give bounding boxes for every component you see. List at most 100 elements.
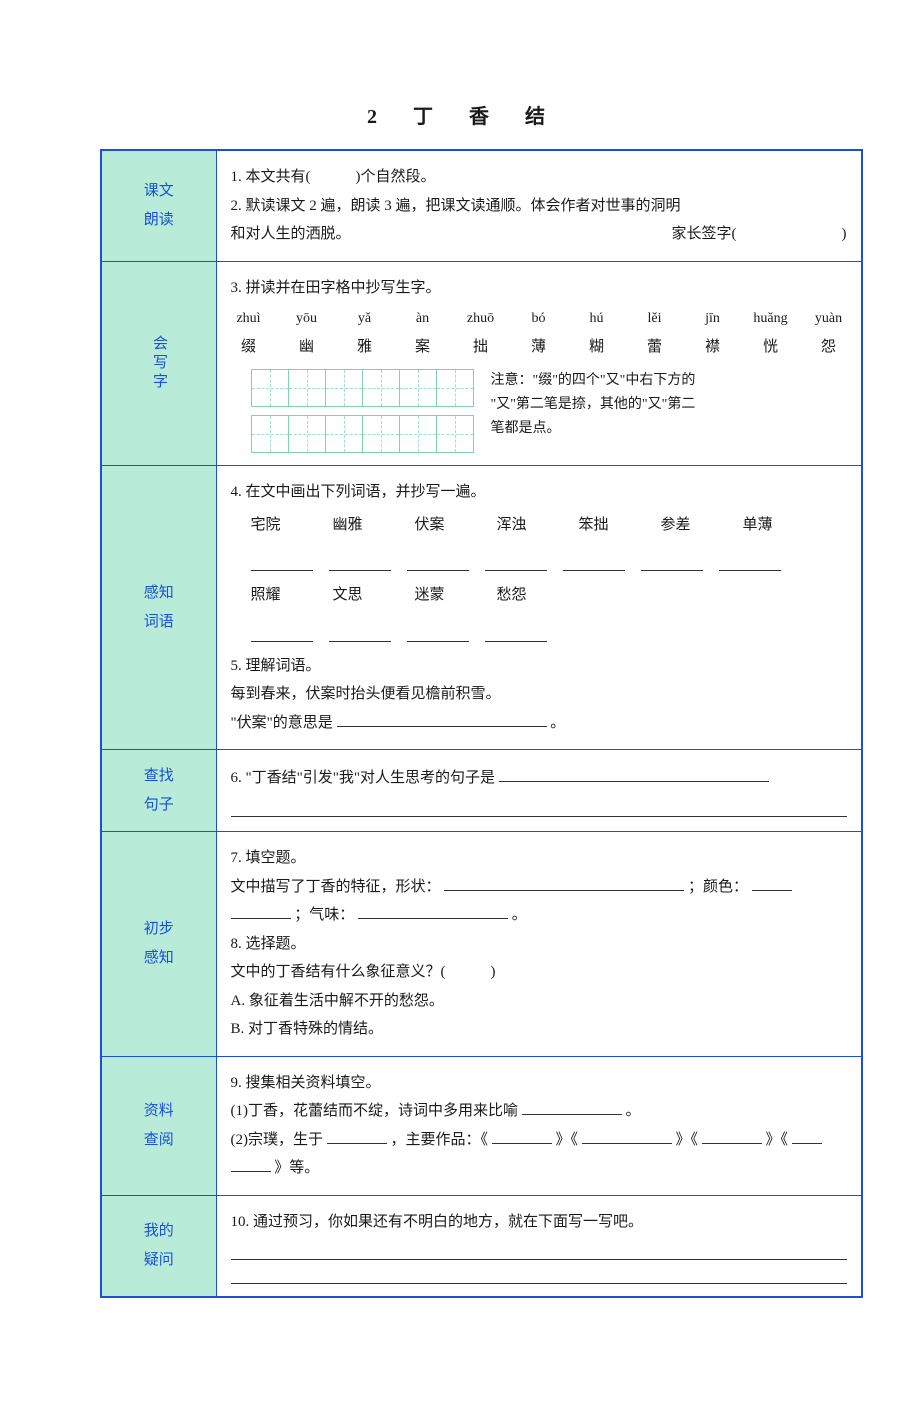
word: 伏案 <box>415 511 497 540</box>
q10: 10. 通过预习，你如果还有不明白的地方，就在下面写一写吧。 <box>231 1208 847 1237</box>
hanzi: 薄 <box>521 333 557 362</box>
table-row: 查找 句子 6. "丁香结"引发"我"对人生思考的句子是 <box>101 750 862 832</box>
section-label-sentence: 查找 句子 <box>101 750 216 832</box>
pinyin: yǎ <box>347 306 383 333</box>
word: 单薄 <box>743 511 825 540</box>
word: 文思 <box>333 581 415 610</box>
section-label-comprehension: 初步 感知 <box>101 832 216 1057</box>
table-row: 初步 感知 7. 填空题。 文中描写了丁香的特征，形状： ；颜色： ；气味： 。… <box>101 832 862 1057</box>
hanzi: 糊 <box>579 333 615 362</box>
blank-line <box>231 799 847 817</box>
hanzi: 蕾 <box>637 333 673 362</box>
hanzi: 拙 <box>463 333 499 362</box>
q7-fill: 文中描写了丁香的特征，形状： ；颜色： <box>231 873 847 902</box>
q8: 8. 选择题。 <box>231 930 847 959</box>
note-line: "又"第二笔是捺，其他的"又"第二 <box>491 393 696 417</box>
section-content-writing: 3. 拼读并在田字格中抄写生字。 zhuì yōu yǎ àn zhuō bó … <box>216 261 862 466</box>
section-content-sentence: 6. "丁香结"引发"我"对人生思考的句子是 <box>216 750 862 832</box>
word: 愁怨 <box>497 581 579 610</box>
pinyin: jīn <box>695 306 731 333</box>
pinyin: hú <box>579 306 615 333</box>
word: 笨拙 <box>579 511 661 540</box>
q2-line2: 和对人生的洒脱。 <box>231 220 351 249</box>
q4: 4. 在文中画出下列词语，并抄写一遍。 <box>231 478 847 507</box>
period: 。 <box>550 715 565 731</box>
q9b-line: (2)宗璞，生于 ，主要作品：《 》《 》《 》《 <box>231 1126 847 1155</box>
q2-line1: 2. 默读课文 2 遍，朗读 3 遍，把课文读通顺。体会作者对世事的洞明 <box>231 192 847 221</box>
word: 迷蒙 <box>415 581 497 610</box>
parent-sign: 家长签字( ) <box>672 220 847 249</box>
table-row: 资料 查阅 9. 搜集相关资料填空。 (1)丁香，花蕾结而不绽，诗词中多用来比喻… <box>101 1056 862 1195</box>
q7: 7. 填空题。 <box>231 844 847 873</box>
q9b3: 》《 <box>556 1132 579 1148</box>
page-title: 2 丁 香 结 <box>100 100 820 129</box>
q7-fill2: ；气味： 。 <box>231 901 847 930</box>
q9b5: 》《 <box>766 1132 789 1148</box>
writing-note: 注意："缀"的四个"又"中右下方的 "又"第二笔是捺，其他的"又"第二 笔都是点… <box>491 369 696 440</box>
q9b4: 》《 <box>676 1132 699 1148</box>
section-content-questions: 10. 通过预习，你如果还有不明白的地方，就在下面写一写吧。 <box>216 1195 862 1297</box>
section-label-questions: 我的 疑问 <box>101 1195 216 1297</box>
section-label-research: 资料 查阅 <box>101 1056 216 1195</box>
section-label-writing: 会写字 <box>101 261 216 466</box>
section-content-reading: 1. 本文共有( )个自然段。 2. 默读课文 2 遍，朗读 3 遍，把课文读通… <box>216 150 862 261</box>
note-line: 注意："缀"的四个"又"中右下方的 <box>491 369 696 393</box>
word-list-2: 照耀 文思 迷蒙 愁怨 <box>251 581 847 610</box>
section-content-words: 4. 在文中画出下列词语，并抄写一遍。 宅院 幽雅 伏案 浑浊 笨拙 参差 单薄… <box>216 466 862 750</box>
q9b1: (2)宗璞，生于 <box>231 1132 324 1148</box>
hanzi: 缀 <box>231 333 267 362</box>
note-line: 笔都是点。 <box>491 417 696 441</box>
q9b2: ，主要作品：《 <box>391 1132 489 1148</box>
blank-line <box>231 1242 847 1260</box>
hanzi: 雅 <box>347 333 383 362</box>
hanzi: 怨 <box>811 333 847 362</box>
q7a: 文中描写了丁香的特征，形状： <box>231 879 441 895</box>
hanzi: 幽 <box>289 333 325 362</box>
table-row: 会写字 3. 拼读并在田字格中抄写生字。 zhuì yōu yǎ àn zhuō… <box>101 261 862 466</box>
period: 。 <box>626 1103 641 1119</box>
word: 浑浊 <box>497 511 579 540</box>
q9bend: 》等。 <box>274 1160 319 1176</box>
section-label-words: 感知 词语 <box>101 466 216 750</box>
period: 。 <box>512 907 527 923</box>
q3: 3. 拼读并在田字格中抄写生字。 <box>231 274 847 303</box>
q5b-line: "伏案"的意思是 。 <box>231 709 847 738</box>
table-row: 课文 朗读 1. 本文共有( )个自然段。 2. 默读课文 2 遍，朗读 3 遍… <box>101 150 862 261</box>
q9a-line: (1)丁香，花蕾结而不绽，诗词中多用来比喻 。 <box>231 1097 847 1126</box>
q6: 6. "丁香结"引发"我"对人生思考的句子是 <box>231 770 496 786</box>
q8c: B. 对丁香特殊的情结。 <box>231 1015 847 1044</box>
q9b-end: 》等。 <box>231 1154 847 1183</box>
q8a: 文中的丁香结有什么象征意义？( ) <box>231 958 847 987</box>
q5: 5. 理解词语。 <box>231 652 847 681</box>
pinyin: bó <box>521 306 557 333</box>
pinyin: zhuō <box>463 306 499 333</box>
word: 参差 <box>661 511 743 540</box>
blank-line <box>231 1266 847 1284</box>
hanzi: 案 <box>405 333 441 362</box>
pinyin: lěi <box>637 306 673 333</box>
pinyin-row: zhuì yōu yǎ àn zhuō bó hú lěi jīn huǎng … <box>231 306 847 333</box>
hanzi-row: 缀 幽 雅 案 拙 薄 糊 蕾 襟 恍 怨 <box>231 333 847 362</box>
pinyin: huǎng <box>753 306 789 333</box>
table-row: 感知 词语 4. 在文中画出下列词语，并抄写一遍。 宅院 幽雅 伏案 浑浊 笨拙… <box>101 466 862 750</box>
q6-line: 6. "丁香结"引发"我"对人生思考的句子是 <box>231 764 847 793</box>
hanzi: 襟 <box>695 333 731 362</box>
word: 宅院 <box>251 511 333 540</box>
q5b: "伏案"的意思是 <box>231 715 333 731</box>
section-content-research: 9. 搜集相关资料填空。 (1)丁香，花蕾结而不绽，诗词中多用来比喻 。 (2)… <box>216 1056 862 1195</box>
word-list-1: 宅院 幽雅 伏案 浑浊 笨拙 参差 单薄 <box>251 511 847 540</box>
word: 幽雅 <box>333 511 415 540</box>
blank-row-1 <box>251 553 847 571</box>
section-label-reading: 课文 朗读 <box>101 150 216 261</box>
section-content-comprehension: 7. 填空题。 文中描写了丁香的特征，形状： ；颜色： ；气味： 。 8. 选择… <box>216 832 862 1057</box>
tianzige-grid <box>251 369 473 453</box>
table-row: 我的 疑问 10. 通过预习，你如果还有不明白的地方，就在下面写一写吧。 <box>101 1195 862 1297</box>
pinyin: àn <box>405 306 441 333</box>
q9a: (1)丁香，花蕾结而不绽，诗词中多用来比喻 <box>231 1103 519 1119</box>
word: 照耀 <box>251 581 333 610</box>
q9: 9. 搜集相关资料填空。 <box>231 1069 847 1098</box>
blank-row-2 <box>251 624 847 642</box>
pinyin: yōu <box>289 306 325 333</box>
worksheet-table: 课文 朗读 1. 本文共有( )个自然段。 2. 默读课文 2 遍，朗读 3 遍… <box>100 149 863 1298</box>
q7c: ；气味： <box>294 907 354 923</box>
